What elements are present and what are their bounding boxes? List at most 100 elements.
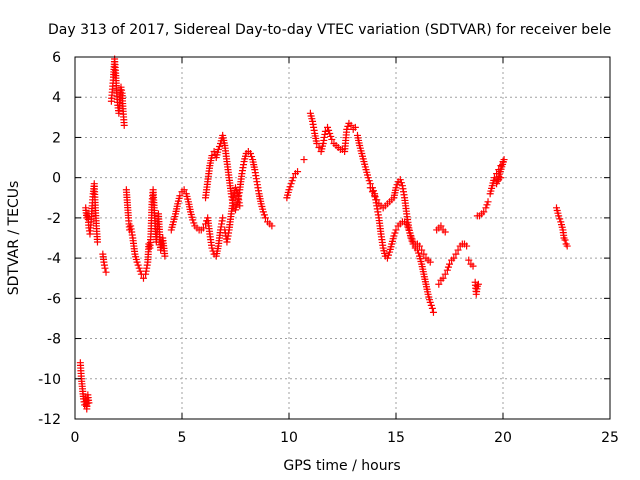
- data-point: [189, 216, 197, 224]
- data-point: [391, 229, 399, 237]
- data-point: [236, 202, 244, 210]
- data-point: [392, 226, 400, 234]
- data-point: [450, 254, 458, 262]
- data-point: [446, 260, 453, 268]
- y-axis: -12 -10 -8 -6 -4 -2 0 2 4 6: [38, 50, 610, 428]
- data-point: [347, 121, 355, 129]
- data-point: [134, 261, 142, 269]
- y-tick-label: -2: [47, 211, 61, 227]
- x-tick-label: 5: [178, 430, 187, 446]
- grid-lines: [75, 57, 610, 419]
- data-point: [483, 201, 491, 209]
- data-point: [480, 208, 488, 216]
- data-point: [260, 211, 268, 219]
- data-point: [497, 174, 505, 182]
- data-point: [437, 222, 445, 230]
- data-point: [411, 244, 419, 252]
- data-point: [383, 254, 391, 262]
- data-point: [452, 250, 460, 258]
- data-point: [208, 244, 216, 252]
- data-point: [289, 174, 297, 182]
- data-point: [101, 264, 109, 272]
- data-point: [414, 249, 422, 257]
- data-point: [371, 192, 379, 200]
- data-point: [135, 264, 143, 272]
- data-point: [397, 179, 405, 187]
- y-tick-label: 2: [52, 130, 61, 146]
- y-tick-label: -12: [38, 412, 61, 428]
- data-point: [563, 242, 571, 250]
- chart-title: Day 313 of 2017, Sidereal Day-to-day VTE…: [48, 22, 611, 38]
- data-point: [300, 156, 308, 164]
- plot-frame: [74, 56, 611, 420]
- data-point: [439, 274, 447, 282]
- data-point: [396, 176, 404, 184]
- data-point: [368, 188, 376, 196]
- data-point: [325, 126, 333, 134]
- data-point: [426, 258, 434, 266]
- data-point: [463, 242, 471, 250]
- data-points: [76, 55, 571, 413]
- data-point: [465, 256, 473, 264]
- data-point: [366, 184, 374, 192]
- y-axis-label: SDTVAR / TECUs: [6, 181, 22, 296]
- x-tick-label: 15: [387, 430, 405, 446]
- data-point: [427, 301, 435, 309]
- data-point: [261, 214, 269, 222]
- y-tick-label: -10: [38, 372, 61, 388]
- data-point: [469, 262, 477, 270]
- data-point: [268, 222, 276, 230]
- data-point: [145, 240, 153, 248]
- data-point: [161, 252, 169, 260]
- y-tick-label: 0: [52, 171, 61, 187]
- data-point: [555, 212, 563, 220]
- data-point: [429, 308, 437, 316]
- data-point: [248, 153, 256, 161]
- data-point: [392, 184, 400, 192]
- data-point: [393, 181, 401, 189]
- data-point: [214, 146, 222, 154]
- data-point: [390, 232, 398, 240]
- data-point: [344, 122, 352, 130]
- data-point: [83, 214, 91, 222]
- y-tick-label: -4: [47, 251, 61, 267]
- data-point: [408, 237, 416, 245]
- x-tick-label: 25: [601, 430, 619, 446]
- data-point: [351, 123, 359, 131]
- data-point: [199, 224, 207, 232]
- data-point: [259, 208, 267, 216]
- data-point: [441, 228, 449, 236]
- data-point: [176, 192, 184, 200]
- data-point: [493, 180, 501, 188]
- data-point: [373, 196, 381, 204]
- data-point: [435, 280, 443, 288]
- y-tick-label: 4: [52, 90, 61, 106]
- data-point: [246, 150, 254, 158]
- data-point: [219, 214, 227, 222]
- data-point: [190, 219, 198, 227]
- data-point: [443, 266, 451, 274]
- data-point: [208, 152, 216, 160]
- data-point: [385, 251, 393, 259]
- data-point: [285, 186, 293, 194]
- data-point: [420, 250, 428, 258]
- data-point: [454, 246, 462, 254]
- data-point: [287, 180, 295, 188]
- data-point: [474, 280, 482, 288]
- data-point: [484, 198, 492, 206]
- data-point: [556, 215, 564, 223]
- data-point: [428, 304, 436, 312]
- data-point: [215, 142, 223, 150]
- data-point: [180, 186, 188, 194]
- data-point: [407, 234, 415, 242]
- data-point: [294, 168, 302, 176]
- y-tick-label: 6: [52, 50, 61, 66]
- data-point: [365, 177, 373, 185]
- data-point: [288, 177, 296, 185]
- data-point: [482, 204, 490, 212]
- y-tick-label: -8: [47, 332, 61, 348]
- data-point: [327, 132, 335, 140]
- data-point: [85, 399, 93, 407]
- data-point: [490, 174, 498, 182]
